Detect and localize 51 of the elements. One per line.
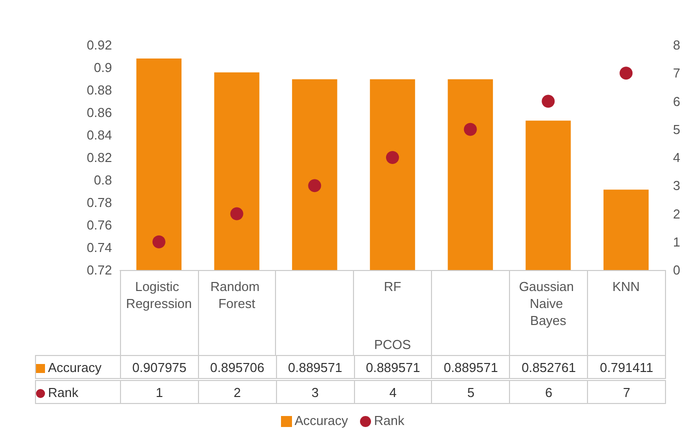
- y2-tick-label: 5: [673, 122, 680, 137]
- y-tick-label: 0.78: [86, 195, 112, 210]
- point: [230, 207, 244, 220]
- data-label: 5: [431, 380, 510, 404]
- y-tick-label: 0.8: [94, 172, 112, 188]
- point: [620, 66, 633, 80]
- data-label: 1: [120, 380, 199, 404]
- point: [152, 235, 166, 248]
- point: [308, 179, 322, 192]
- data-label: 6: [509, 380, 588, 404]
- data-label: 3: [276, 380, 355, 404]
- data-label: 0.852761: [509, 355, 588, 379]
- data-label: 0.889571: [276, 355, 355, 379]
- y2-tick-label: 4: [673, 150, 680, 165]
- text: Rank: [374, 413, 404, 428]
- y-tick-label: 0.74: [86, 240, 112, 255]
- legend-label: Accuracy: [35, 355, 121, 379]
- data-label: 7: [587, 380, 666, 404]
- x-tick-label: Random Forest: [210, 279, 264, 311]
- y2-tick-label: 6: [673, 94, 680, 109]
- y2-tick-label: 1: [673, 234, 680, 250]
- x-tick-label: RF: [384, 279, 402, 294]
- y2-tick-label: 0: [673, 262, 680, 278]
- point: [542, 94, 555, 108]
- x-tick-label: KNN: [612, 279, 640, 294]
- y-tick-label: 0.82: [86, 150, 112, 165]
- legend-label: Rank: [35, 380, 121, 404]
- y2-tick-label: 7: [673, 66, 680, 81]
- y-tick-label: 0.86: [86, 105, 112, 120]
- y2-tick-label: 8: [673, 38, 680, 52]
- x-tick-label: Gaussian Naive Bayes: [518, 279, 578, 328]
- y2-tick-label: 3: [673, 178, 680, 194]
- y-tick-label: 0.76: [86, 218, 112, 232]
- y-tick-label: 0.84: [86, 128, 112, 142]
- x-axis-title: PCOS: [374, 337, 412, 352]
- data-label: 0.895706: [198, 355, 277, 379]
- y-tick-label: 0.9: [94, 60, 112, 75]
- point: [464, 122, 477, 136]
- data-label: 2: [198, 380, 277, 404]
- data-label: 0.889571: [431, 355, 510, 379]
- y-tick-label: 0.88: [86, 82, 112, 98]
- data-label: 4: [354, 380, 432, 404]
- data-label: 0.791411: [587, 355, 666, 379]
- point: [386, 151, 399, 164]
- text: Accuracy: [294, 413, 348, 428]
- data-label: 0.907975: [120, 355, 199, 379]
- data-label: 0.889571: [354, 355, 432, 379]
- y-tick-label: 0.72: [86, 262, 112, 278]
- y-tick-label: 0.92: [86, 38, 112, 52]
- x-tick-label: Logistic Regression: [126, 279, 192, 311]
- y2-tick-label: 2: [673, 206, 680, 222]
